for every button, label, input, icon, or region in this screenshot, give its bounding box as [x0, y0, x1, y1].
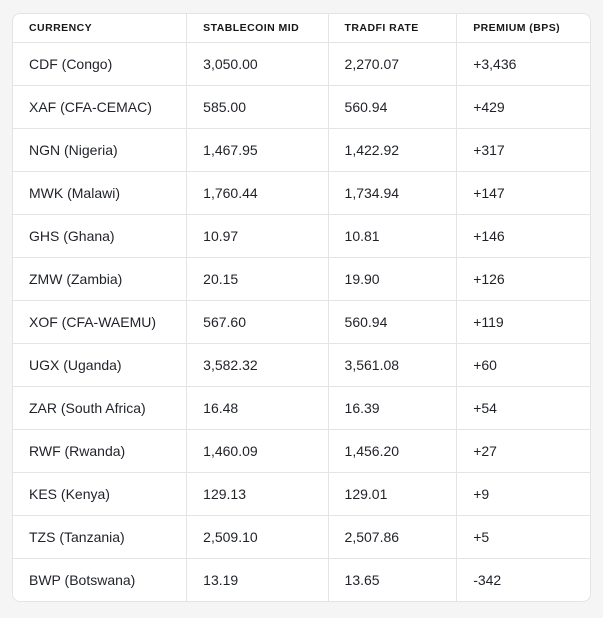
- table-row: CDF (Congo) 3,050.00 2,270.07 +3,436: [13, 42, 590, 86]
- tradfi-rate-cell: 13.65: [327, 558, 457, 601]
- currency-cell: BWP (Botswana): [29, 572, 136, 588]
- tradfi-rate-cell: 2,507.86: [327, 515, 457, 559]
- stablecoin-mid-cell: 129.13: [186, 472, 329, 516]
- stablecoin-mid-cell: 10.97: [186, 214, 329, 258]
- premium-bps-cell: +119: [456, 300, 590, 344]
- table-row: ZAR (South Africa) 16.48 16.39 +54: [13, 386, 590, 430]
- stablecoin-mid-cell: 567.60: [186, 300, 329, 344]
- premium-bps-cell: -342: [456, 558, 590, 601]
- currency-cell: NGN (Nigeria): [13, 128, 187, 172]
- data-table: CURRENCY STABLECOIN MID TRADFI RATE PREM…: [13, 14, 590, 601]
- premium-bps-cell: +9: [456, 472, 590, 516]
- column-header-stablecoin-mid: STABLECOIN MID: [186, 14, 329, 43]
- premium-bps-cell: +27: [456, 429, 590, 473]
- stablecoin-mid-cell: 585.00: [186, 85, 329, 129]
- table-row: BWP (Botswana) 13.19 13.65 -342: [13, 558, 590, 601]
- table-row: RWF (Rwanda) 1,460.09 1,456.20 +27: [13, 429, 590, 473]
- stablecoin-mid-cell: 1,460.09: [186, 429, 329, 473]
- tradfi-rate-cell: 16.39: [327, 386, 457, 430]
- currency-cell: CDF (Congo): [13, 42, 187, 86]
- column-header-currency: CURRENCY: [13, 14, 187, 43]
- premium-bps-cell: +60: [456, 343, 590, 387]
- premium-bps-cell: +5: [456, 515, 590, 559]
- stablecoin-mid-cell: 20.15: [186, 257, 329, 301]
- stablecoin-mid-cell: 1,467.95: [186, 128, 329, 172]
- currency-cell: XOF (CFA-WAEMU): [13, 300, 187, 344]
- header-row: CURRENCY STABLECOIN MID TRADFI RATE PREM…: [13, 14, 590, 43]
- stablecoin-mid-cell: 1,760.44: [186, 171, 329, 215]
- table-row: XAF (CFA-CEMAC) 585.00 560.94 +429: [13, 85, 590, 129]
- column-header-premium-bps: PREMIUM (BPS): [456, 14, 590, 43]
- table-header: CURRENCY STABLECOIN MID TRADFI RATE PREM…: [13, 14, 590, 43]
- currency-cell: UGX (Uganda): [13, 343, 187, 387]
- currency-cell: XAF (CFA-CEMAC): [13, 85, 187, 129]
- premium-bps-cell: +126: [456, 257, 590, 301]
- tradfi-rate-cell: 1,456.20: [327, 429, 457, 473]
- table-row: KES (Kenya) 129.13 129.01 +9: [13, 472, 590, 516]
- stablecoin-mid-cell: 3,582.32: [186, 343, 329, 387]
- column-header-tradfi-rate: TRADFI RATE: [327, 14, 457, 43]
- currency-cell: KES (Kenya): [13, 472, 187, 516]
- currency-cell: RWF (Rwanda): [13, 429, 187, 473]
- stablecoin-mid-cell: 2,509.10: [186, 515, 329, 559]
- table-body: CDF (Congo) 3,050.00 2,270.07 +3,436 XAF (CF…: [13, 42, 590, 601]
- premium-bps-cell: +147: [456, 171, 590, 215]
- table-row: TZS (Tanzania) 2,509.10 2,507.86 +5: [13, 515, 590, 559]
- tradfi-rate-cell: 2,270.07: [327, 42, 457, 86]
- currency-cell: MWK (Malawi): [13, 171, 187, 215]
- stablecoin-mid-cell: 16.48: [186, 386, 329, 430]
- tradfi-rate-cell: 129.01: [327, 472, 457, 516]
- table-row: MWK (Malawi) 1,760.44 1,734.94 +147: [13, 171, 590, 215]
- premium-bps-cell: +3,436: [456, 42, 590, 86]
- stablecoin-mid-cell: 13.19: [186, 558, 329, 601]
- tradfi-rate-cell: 1,422.92: [327, 128, 457, 172]
- stablecoin-mid-cell: 3,050.00: [186, 42, 329, 86]
- premium-bps-cell: +317: [456, 128, 590, 172]
- table-row: NGN (Nigeria) 1,467.95 1,422.92 +317: [13, 128, 590, 172]
- table-row: XOF (CFA-WAEMU) 567.60 560.94 +119: [13, 300, 590, 344]
- currency-cell: ZAR (South Africa): [13, 386, 187, 430]
- tradfi-rate-cell: 19.90: [327, 257, 457, 301]
- premium-bps-cell: +54: [456, 386, 590, 430]
- currency-premium-table: CURRENCY STABLECOIN MID TRADFI RATE PREM…: [12, 13, 591, 602]
- tradfi-rate-cell: 10.81: [327, 214, 457, 258]
- table-row: UGX (Uganda) 3,582.32 3,561.08 +60: [13, 343, 590, 387]
- tradfi-rate-cell: 3,561.08: [327, 343, 457, 387]
- currency-cell: ZMW (Zambia): [13, 257, 187, 301]
- tradfi-rate-cell: 560.94: [327, 85, 457, 129]
- currency-cell: GHS (Ghana): [13, 214, 187, 258]
- tradfi-rate-cell: 1,734.94: [327, 171, 457, 215]
- premium-bps-cell: +146: [456, 214, 590, 258]
- table-row: ZMW (Zambia) 20.15 19.90 +126: [13, 257, 590, 301]
- tradfi-rate-cell: 560.94: [327, 300, 457, 344]
- currency-cell: TZS (Tanzania): [13, 515, 187, 559]
- premium-bps-cell: +429: [456, 85, 590, 129]
- table-row: GHS (Ghana) 10.97 10.81 +146: [13, 214, 590, 258]
